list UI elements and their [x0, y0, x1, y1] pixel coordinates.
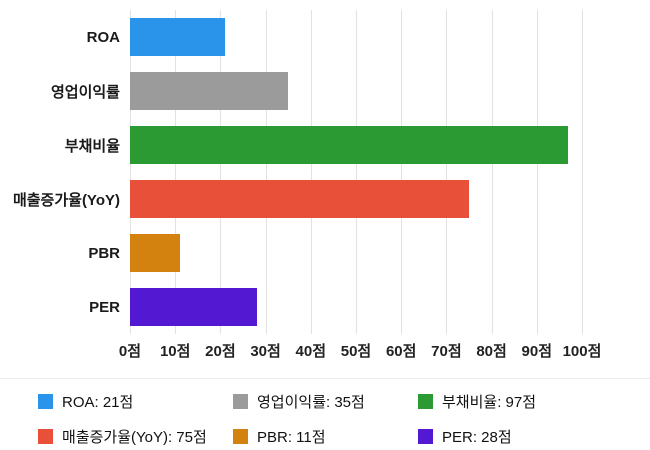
- bar-track: [130, 180, 582, 218]
- bar-PER: [130, 288, 257, 326]
- bar-ROA: [130, 18, 225, 56]
- bar-부채비율: [130, 126, 569, 164]
- x-tick-label: 20점: [205, 343, 236, 360]
- category-label: ROA: [86, 28, 120, 46]
- bar-track: [130, 234, 582, 272]
- legend-swatch-icon: [233, 429, 248, 444]
- legend-label: 영업이익률: 35점: [257, 394, 365, 411]
- x-tick-label: 10점: [159, 343, 191, 360]
- x-tick-label: 30점: [250, 343, 281, 360]
- x-axis: 0점 10점 20점 30점 40점 50점 60점 70점 80점 90점 100점: [119, 334, 601, 364]
- bar-track: [130, 126, 582, 164]
- category-label: 영업이익률: [50, 83, 120, 101]
- x-tick-label: 60점: [385, 343, 417, 360]
- category-label: PER: [89, 298, 120, 316]
- bar-track: [130, 288, 582, 326]
- category-label: 부채비율: [64, 137, 120, 155]
- legend-swatch-icon: [418, 429, 433, 444]
- bar-row: 부채비율: [0, 118, 650, 172]
- bar-row: ROA: [0, 10, 650, 64]
- bar-영업이익률: [130, 72, 289, 110]
- legend-swatch-icon: [418, 394, 433, 409]
- category-label: PBR: [88, 244, 120, 262]
- x-tick-label: 80점: [476, 343, 507, 360]
- legend-item[interactable]: PBR: 11점: [233, 426, 418, 447]
- legend-swatch-icon: [38, 394, 53, 409]
- legend-label: 매출증가율(YoY): 75점: [62, 429, 207, 446]
- x-tick-label: 90점: [521, 343, 553, 360]
- bar-row: 매출증가율(YoY): [0, 172, 650, 226]
- legend-item[interactable]: PER: 28점: [418, 426, 650, 447]
- legend-label: PBR: 11점: [257, 429, 326, 446]
- legend-label: ROA: 21점: [62, 394, 134, 411]
- x-tick-label: 40점: [295, 343, 327, 360]
- bar-row: PBR: [0, 226, 650, 280]
- x-tick-label: 70점: [431, 343, 462, 360]
- x-tick-label: 0점: [118, 343, 142, 360]
- legend-item[interactable]: 매출증가율(YoY): 75점: [38, 426, 233, 447]
- legend-label: PER: 28점: [442, 429, 512, 446]
- legend-swatch-icon: [233, 394, 248, 409]
- x-tick-label: 100점: [562, 343, 602, 360]
- legend-item[interactable]: 부채비율: 97점: [418, 391, 650, 412]
- legend-swatch-icon: [38, 429, 53, 444]
- category-label: 매출증가율(YoY): [12, 191, 120, 209]
- legend-item[interactable]: ROA: 21점: [38, 391, 233, 412]
- bar-PBR: [130, 234, 180, 272]
- x-tick-label: 50점: [340, 343, 372, 360]
- bar-track: [130, 18, 582, 56]
- legend-label: 부채비율: 97점: [442, 394, 537, 411]
- bar-row: 영업이익률: [0, 64, 650, 118]
- bar-매출증가율(YoY): [130, 180, 469, 218]
- bar-track: [130, 72, 582, 110]
- legend-item[interactable]: 영업이익률: 35점: [233, 391, 418, 412]
- bar-row: PER: [0, 280, 650, 334]
